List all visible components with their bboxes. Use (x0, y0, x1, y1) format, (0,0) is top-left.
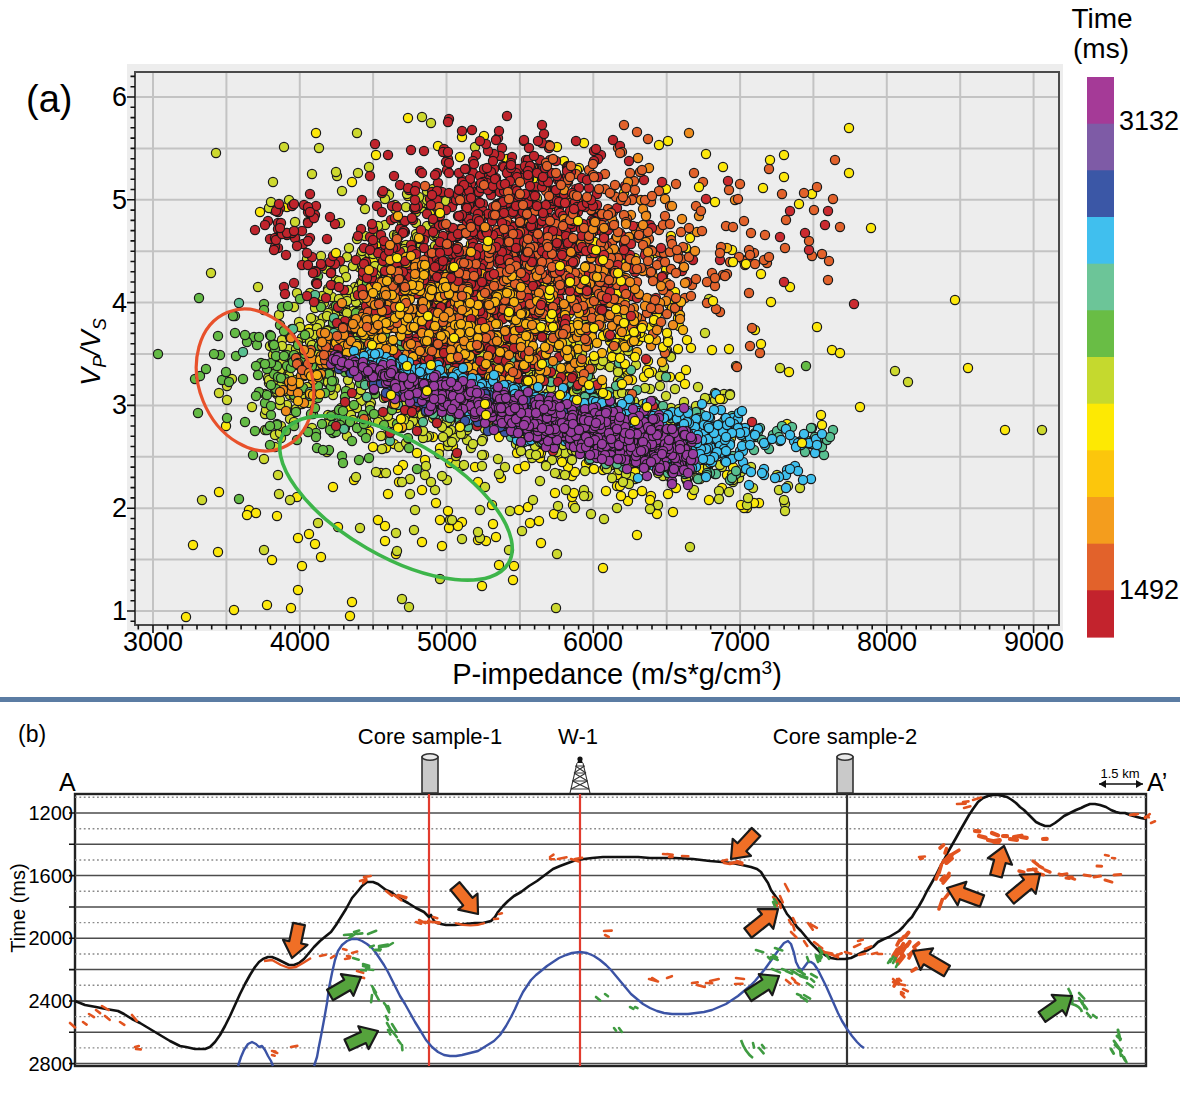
svg-text:VP/VS: VP/VS (76, 318, 110, 386)
svg-text:1600: 1600 (29, 865, 74, 887)
svg-text:3132: 3132 (1119, 106, 1179, 136)
svg-text:Time: Time (1071, 3, 1132, 34)
svg-text:1.5 km: 1.5 km (1100, 766, 1139, 781)
svg-text:2000: 2000 (29, 927, 74, 949)
svg-text:4000: 4000 (270, 627, 330, 657)
svg-text:2: 2 (112, 493, 127, 523)
svg-text:1: 1 (112, 596, 127, 626)
svg-text:6000: 6000 (563, 627, 623, 657)
svg-text:(a): (a) (26, 78, 72, 120)
svg-text:8000: 8000 (857, 627, 917, 657)
svg-text:9000: 9000 (1004, 627, 1064, 657)
svg-text:W-1: W-1 (558, 724, 598, 749)
svg-text:2800: 2800 (29, 1053, 74, 1075)
svg-text:1200: 1200 (29, 802, 74, 824)
svg-text:A’: A’ (1147, 768, 1167, 796)
svg-text:(b): (b) (18, 721, 46, 747)
svg-text:4: 4 (112, 288, 127, 318)
svg-text:Core sample-2: Core sample-2 (773, 724, 917, 749)
svg-text:5000: 5000 (417, 627, 477, 657)
svg-text:Time (ms): Time (ms) (7, 863, 29, 952)
svg-text:Core sample-1: Core sample-1 (358, 724, 502, 749)
svg-text:3000: 3000 (123, 627, 183, 657)
svg-text:1492: 1492 (1119, 575, 1179, 605)
svg-text:A: A (59, 768, 76, 796)
svg-text:7000: 7000 (710, 627, 770, 657)
svg-text:6: 6 (112, 82, 127, 112)
svg-text:3: 3 (112, 390, 127, 420)
svg-text:P-impedance (m/s*g/cm3): P-impedance (m/s*g/cm3) (452, 657, 782, 690)
svg-text:2400: 2400 (29, 990, 74, 1012)
svg-text:(ms): (ms) (1073, 33, 1129, 64)
svg-text:5: 5 (112, 185, 127, 215)
